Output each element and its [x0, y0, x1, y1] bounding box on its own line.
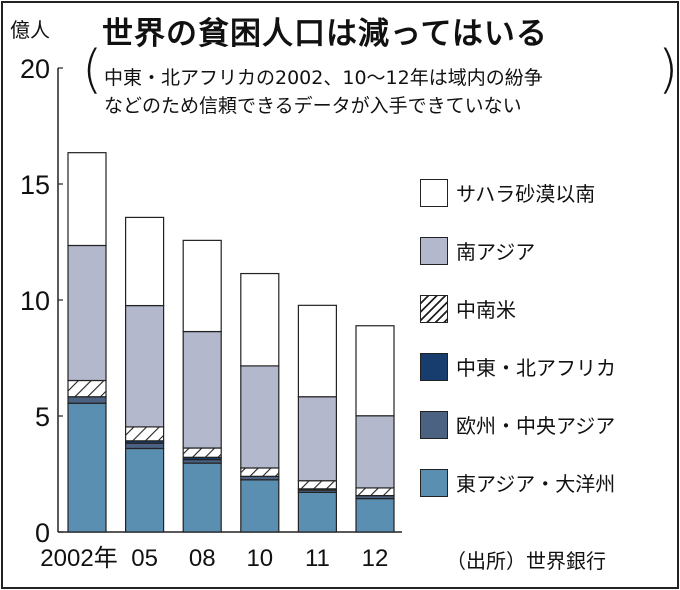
note-close-paren: )	[658, 40, 679, 100]
bar-segment-3	[124, 426, 165, 442]
x-tick-label: 11	[305, 545, 330, 572]
legend-swatch	[420, 178, 448, 207]
chart-title: 世界の貧困人口は減ってはいる	[102, 16, 548, 52]
bar-segment-0	[182, 462, 222, 533]
legend-item: 欧州・中央アジア	[420, 410, 615, 439]
chart-note: ( 中東・北アフリカの2002、10～12年は域内の紛争 などのため信頼できるデ…	[82, 44, 678, 120]
bar-segment-3	[355, 487, 395, 497]
bar-segment-0	[67, 402, 107, 533]
bar-segment-4	[67, 244, 107, 382]
bar-segment-4	[297, 396, 337, 482]
legend-item: 東アジア・大洋州	[420, 468, 615, 497]
legend-label: 南アジア	[456, 240, 536, 264]
bar-segment-0	[297, 491, 337, 533]
bar-segment-1	[124, 442, 165, 450]
bar-segment-3	[67, 379, 107, 398]
y-tick-label: 20	[20, 54, 50, 84]
bar-segment-5	[240, 272, 280, 367]
y-tick-label: 15	[20, 170, 50, 200]
source-note: （出所）世界銀行	[446, 549, 606, 573]
bar-segment-5	[182, 239, 222, 333]
legend-item: サハラ砂漠以南	[420, 178, 595, 207]
legend-item: 南アジア	[420, 236, 535, 265]
x-tick-label: 05	[131, 545, 158, 572]
y-tick-label: 5	[35, 402, 50, 432]
x-tick-label: 08	[189, 545, 216, 572]
bar-segment-3	[240, 467, 280, 477]
bar-segment-4	[240, 365, 280, 469]
y-tick-label: 0	[35, 518, 50, 548]
y-axis-unit-label: 億人	[10, 18, 50, 42]
legend-item: 中南米	[420, 294, 516, 323]
legend-swatch	[420, 468, 448, 497]
legend-swatch	[420, 236, 448, 265]
bar-segment-0	[240, 479, 280, 533]
bar-segment-0	[355, 497, 395, 533]
bar-segment-1	[67, 396, 107, 404]
legend-item: 中東・北アフリカ	[420, 352, 616, 381]
bar-segment-5	[355, 325, 395, 417]
legend-label: サハラ砂漠以南	[456, 182, 596, 206]
note-line-2: などのため信頼できるデータが入手できていない	[104, 95, 522, 117]
note-open-paren: (	[82, 40, 103, 100]
x-tick-label: 2002年	[40, 545, 117, 572]
legend-label: 中南米	[456, 298, 516, 322]
bar-segment-3	[297, 480, 337, 490]
bar-segment-5	[297, 304, 337, 398]
x-tick-label: 12	[362, 545, 389, 572]
bar-segment-4	[124, 304, 165, 428]
bar-segment-4	[355, 415, 395, 489]
x-tick-label: 10	[246, 545, 273, 572]
bar-segment-5	[67, 152, 107, 247]
bar-segment-5	[124, 216, 165, 307]
bar-segment-3	[182, 447, 222, 458]
legend-label: 欧州・中央アジア	[456, 414, 616, 438]
bar-segment-0	[124, 447, 165, 533]
note-line-1: 中東・北アフリカの2002、10～12年は域内の紛争	[104, 67, 543, 89]
bar-segment-4	[182, 330, 222, 449]
legend-swatch	[420, 294, 448, 323]
legend-label: 中東・北アフリカ	[456, 356, 616, 380]
legend-swatch	[420, 352, 448, 381]
legend-swatch	[420, 410, 448, 439]
y-tick-label: 10	[20, 286, 50, 316]
legend-label: 東アジア・大洋州	[456, 472, 616, 496]
